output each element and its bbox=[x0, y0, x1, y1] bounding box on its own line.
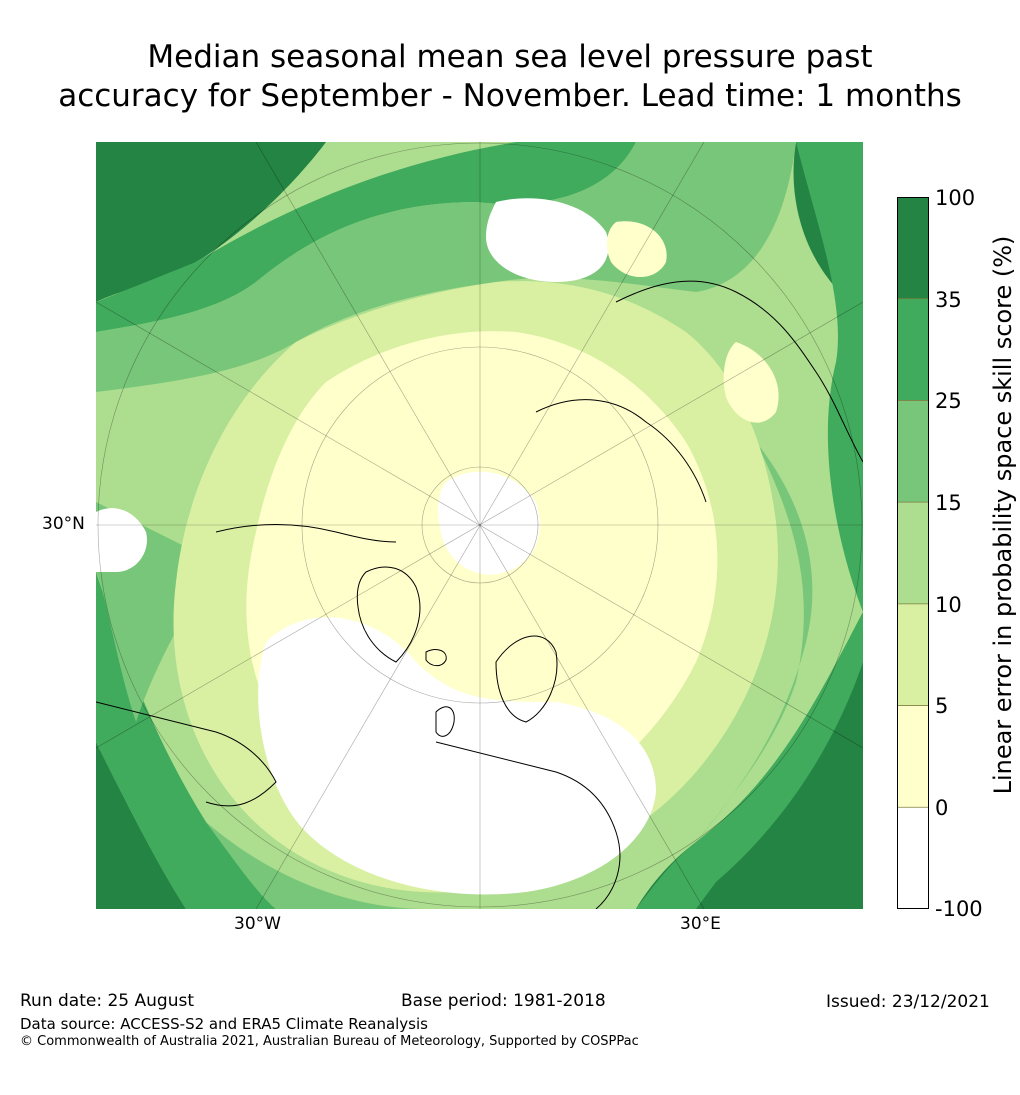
colorbar-bin bbox=[897, 197, 929, 299]
colorbar-bin bbox=[897, 603, 929, 706]
skill-region-mid-south bbox=[206, 822, 426, 909]
lon-label-30w: 30°W bbox=[234, 914, 281, 934]
coastline-uk bbox=[435, 706, 455, 737]
meridian-line bbox=[96, 301, 863, 749]
skill-region-corner-sw bbox=[96, 742, 186, 909]
run-date: Run date: 25 August bbox=[20, 991, 194, 1011]
colorbar-bin bbox=[897, 400, 929, 503]
skill-region-mid-north bbox=[96, 142, 796, 392]
latitude-circle-inner bbox=[421, 466, 539, 584]
colorbar-tick: 25 bbox=[935, 389, 962, 413]
coastlines bbox=[96, 280, 863, 909]
colorbar bbox=[897, 197, 929, 909]
issued-date: Issued: 23/12/2021 bbox=[826, 992, 990, 1012]
skill-region-cream-blob-east bbox=[723, 342, 779, 423]
skill-region-band-east bbox=[796, 142, 863, 612]
skill-region-negative-west bbox=[96, 508, 147, 572]
colorbar-tick: 100 bbox=[935, 186, 976, 210]
colorbar-tick: -100 bbox=[935, 897, 983, 921]
colorbar-tick: 35 bbox=[935, 288, 962, 312]
meridian-line bbox=[255, 142, 705, 909]
graticule bbox=[96, 142, 863, 909]
skill-region-cream-blob-north bbox=[606, 221, 667, 277]
coastline-asia bbox=[615, 280, 863, 463]
coastline-europe bbox=[435, 741, 621, 909]
colorbar-tick: 10 bbox=[935, 593, 962, 617]
skill-region-negative-atlantic bbox=[258, 617, 656, 895]
lat-label-30n: 30°N bbox=[42, 514, 85, 534]
base-period: Base period: 1981-2018 bbox=[401, 991, 606, 1011]
colorbar-bin bbox=[897, 502, 929, 604]
coastline-greenland bbox=[356, 566, 421, 663]
meridian-line bbox=[96, 301, 863, 749]
skill-region-negative-arctic bbox=[438, 471, 540, 575]
skill-region-negative-pacific bbox=[486, 198, 609, 282]
chart-title: Median seasonal mean sea level pressure … bbox=[0, 38, 1020, 116]
data-source: Data source: ACCESS-S2 and ERA5 Climate … bbox=[20, 1015, 428, 1033]
colorbar-tick: 5 bbox=[935, 694, 949, 718]
latitude-circle-mid bbox=[301, 346, 659, 704]
title-line-1: Median seasonal mean sea level pressure … bbox=[147, 39, 873, 75]
coastline-siberia bbox=[535, 399, 707, 503]
skill-region-corner-nw bbox=[96, 142, 326, 302]
colorbar-bin bbox=[897, 807, 929, 909]
colorbar-bin bbox=[897, 298, 929, 401]
skill-region-band-north bbox=[96, 142, 636, 332]
coastline-scandinavia bbox=[495, 635, 558, 723]
colorbar-label: Linear error in probability space skill … bbox=[989, 235, 1017, 795]
colorbar-tick: 15 bbox=[935, 491, 962, 515]
colorbar-tick: 0 bbox=[935, 796, 949, 820]
latitude-circle-outer bbox=[97, 142, 863, 908]
skill-region-corner-se bbox=[636, 612, 863, 909]
coastline-iceland bbox=[425, 649, 447, 667]
meridian-line bbox=[255, 142, 705, 909]
coastline-north-america bbox=[96, 524, 397, 807]
lon-label-30e: 30°E bbox=[680, 914, 721, 934]
title-line-2: accuracy for September - November. Lead … bbox=[58, 78, 962, 114]
polar-skill-map bbox=[96, 142, 863, 909]
skill-region-band-southeast bbox=[636, 612, 863, 909]
skill-region-band-southwest bbox=[96, 572, 276, 909]
copyright-notice: © Commonwealth of Australia 2021, Austra… bbox=[20, 1034, 639, 1049]
colorbar-bin bbox=[897, 705, 929, 808]
